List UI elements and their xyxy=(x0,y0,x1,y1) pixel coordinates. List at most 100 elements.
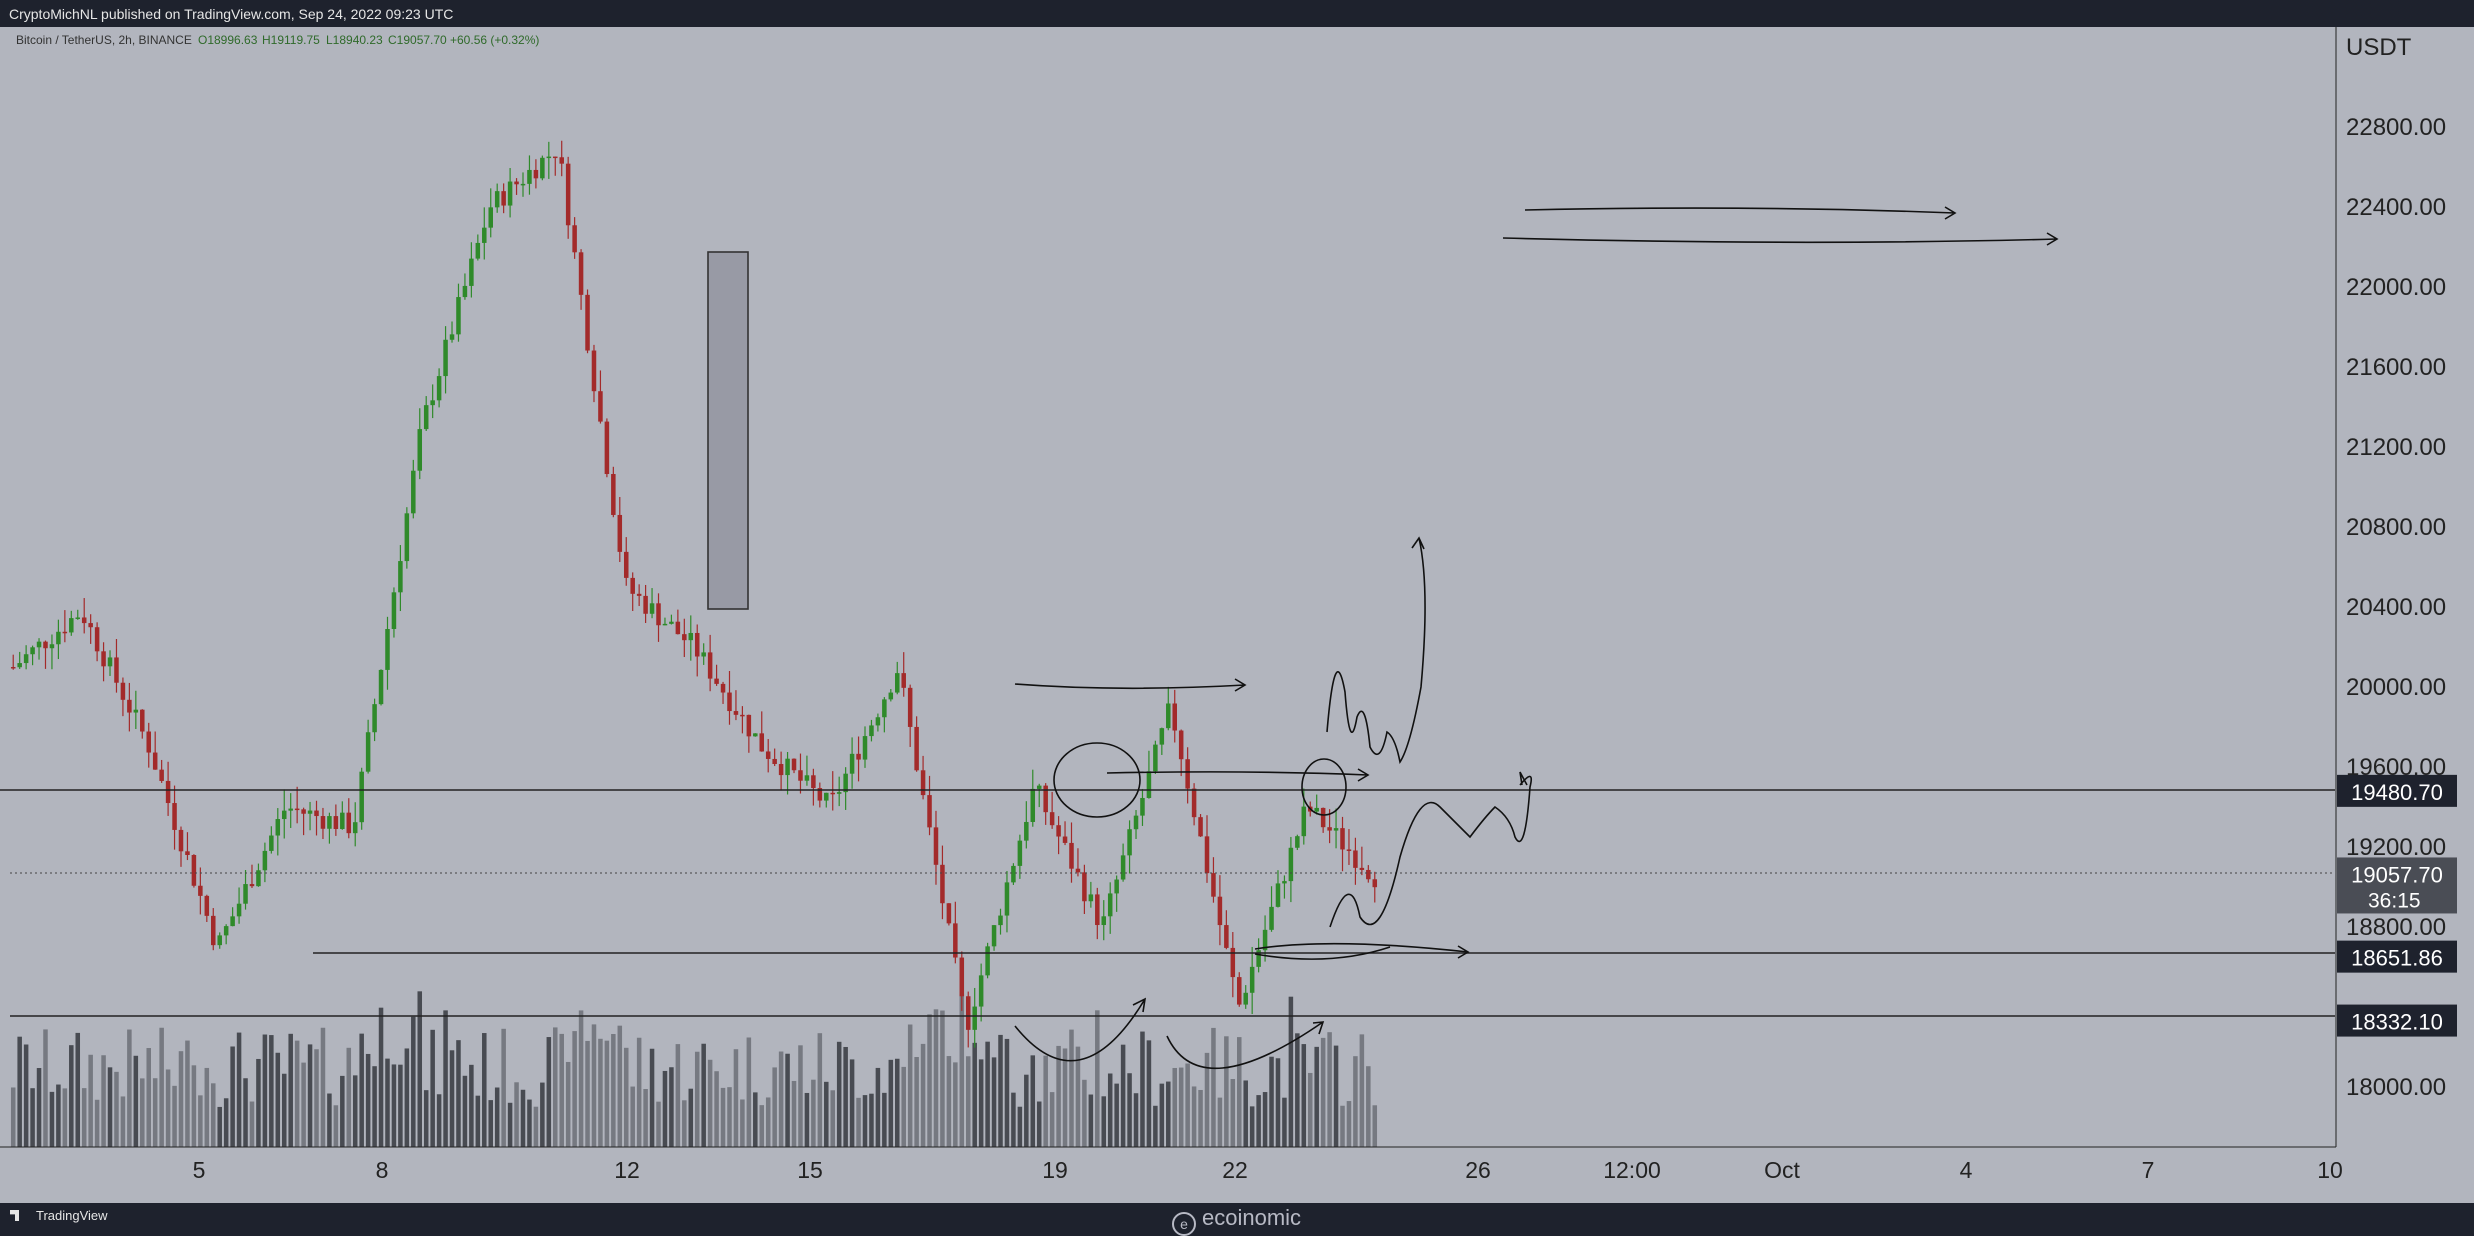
time-tick: 26 xyxy=(1465,1157,1491,1183)
volume-bar xyxy=(1275,1058,1281,1147)
volume-bar xyxy=(991,1057,997,1147)
candle-body xyxy=(1166,703,1171,729)
candle-body xyxy=(494,191,500,208)
volume-bar xyxy=(649,1048,655,1147)
candle-body xyxy=(456,297,461,335)
candle-body xyxy=(88,623,93,628)
volume-bar xyxy=(927,1014,932,1147)
volume-bar xyxy=(107,1067,113,1147)
candle-body xyxy=(559,157,564,164)
volume-bar xyxy=(294,1040,300,1147)
price-label-box xyxy=(2337,857,2457,914)
candle-body xyxy=(901,673,906,688)
candle-body xyxy=(243,884,248,904)
footer-bar: TradingView e ecoinomic xyxy=(0,1203,2474,1236)
volume-bar xyxy=(1004,1038,1010,1147)
candle-body xyxy=(1172,703,1177,731)
price-tick: 19200.00 xyxy=(2346,834,2446,861)
volume-bar xyxy=(946,1056,952,1147)
candle-body xyxy=(75,617,81,619)
price-tick: 18000.00 xyxy=(2346,1074,2446,1101)
volume-bar xyxy=(1327,1032,1332,1147)
volume-bar xyxy=(1185,1063,1190,1147)
volume-bar xyxy=(1166,1081,1171,1147)
candle-body xyxy=(275,819,281,836)
volume-bar xyxy=(307,1044,313,1147)
candle-body xyxy=(449,334,455,340)
candle-body xyxy=(69,618,74,633)
volume-bar xyxy=(101,1055,106,1147)
volume-bar xyxy=(888,1059,894,1147)
candle-body xyxy=(101,651,106,667)
candle-body xyxy=(856,753,861,760)
time-axis[interactable]: 5 8 12 15 19 22 26 12:00 Oct 4 7 10 xyxy=(193,1157,2343,1183)
candle-body xyxy=(617,514,623,552)
candle-body xyxy=(1159,728,1165,745)
volume-bar xyxy=(1346,1101,1352,1147)
candle-body xyxy=(527,169,532,184)
candle-body xyxy=(1075,868,1081,873)
volume-bar xyxy=(1127,1073,1132,1147)
volume-bar xyxy=(178,1051,184,1147)
price-chart[interactable]: 22800.00 22400.00 22000.00 21600.00 21200.00… xyxy=(0,27,2474,1203)
volume-bars xyxy=(10,991,1378,1147)
time-tick: 8 xyxy=(376,1157,389,1183)
volume-bar xyxy=(901,1066,906,1147)
candle-body xyxy=(1153,744,1158,772)
price-label-value: 19480.70 xyxy=(2351,780,2443,805)
time-tick: 12:00 xyxy=(1603,1157,1661,1183)
volume-bar xyxy=(1314,1046,1319,1147)
candle-body xyxy=(23,654,29,664)
volume-bar xyxy=(1133,1093,1139,1147)
volume-bar xyxy=(514,1082,519,1147)
candle-body xyxy=(385,628,390,670)
candle-body xyxy=(236,903,242,917)
candle-body xyxy=(727,692,732,712)
volume-bar xyxy=(49,1091,55,1147)
candle-body xyxy=(281,810,287,820)
volume-bar xyxy=(1366,1066,1371,1147)
volume-bar xyxy=(1307,1072,1313,1147)
volume-bar xyxy=(436,1094,442,1147)
candle-body xyxy=(1062,836,1068,843)
volume-bar xyxy=(604,1040,610,1147)
price-axis[interactable]: 22800.00 22400.00 22000.00 21600.00 21200.00… xyxy=(2346,114,2446,1101)
volume-bar xyxy=(533,1106,539,1147)
volume-bar xyxy=(611,1033,616,1147)
candle-body xyxy=(249,884,255,887)
candle-body xyxy=(998,915,1003,926)
volume-bar xyxy=(1075,1046,1081,1147)
volume-bar xyxy=(391,1064,397,1147)
volume-bar xyxy=(1030,1055,1036,1147)
tradingview-logo[interactable]: TradingView xyxy=(10,1208,108,1223)
candle-body xyxy=(875,717,881,726)
volume-bar xyxy=(791,1080,797,1147)
volume-bar xyxy=(23,1044,29,1147)
candle-body xyxy=(391,592,397,629)
volume-bar xyxy=(256,1058,261,1147)
candle-body xyxy=(888,692,894,700)
volume-bar xyxy=(591,1024,597,1147)
candle-body xyxy=(869,725,874,737)
volume-bar xyxy=(836,1041,842,1147)
volume-bar xyxy=(1107,1073,1113,1147)
candle-body xyxy=(753,733,758,737)
candle-body xyxy=(520,183,526,186)
volume-bar xyxy=(159,1027,164,1147)
candle-body xyxy=(701,652,706,657)
drawings[interactable] xyxy=(707,206,2059,1070)
volume-bar xyxy=(94,1099,100,1147)
volume-bar xyxy=(675,1044,681,1147)
volume-bar xyxy=(1172,1067,1177,1147)
candle-body xyxy=(1043,785,1048,813)
volume-bar xyxy=(482,1033,487,1147)
volume-bar xyxy=(211,1083,216,1147)
candle-body xyxy=(1004,882,1010,916)
volume-bar xyxy=(320,1027,326,1147)
volume-bar xyxy=(669,1067,674,1147)
candle-body xyxy=(1340,828,1345,850)
candle-body xyxy=(1107,893,1113,917)
volume-bar xyxy=(1295,1033,1300,1147)
candle-body xyxy=(1243,992,1248,1005)
candle-body xyxy=(798,770,803,781)
